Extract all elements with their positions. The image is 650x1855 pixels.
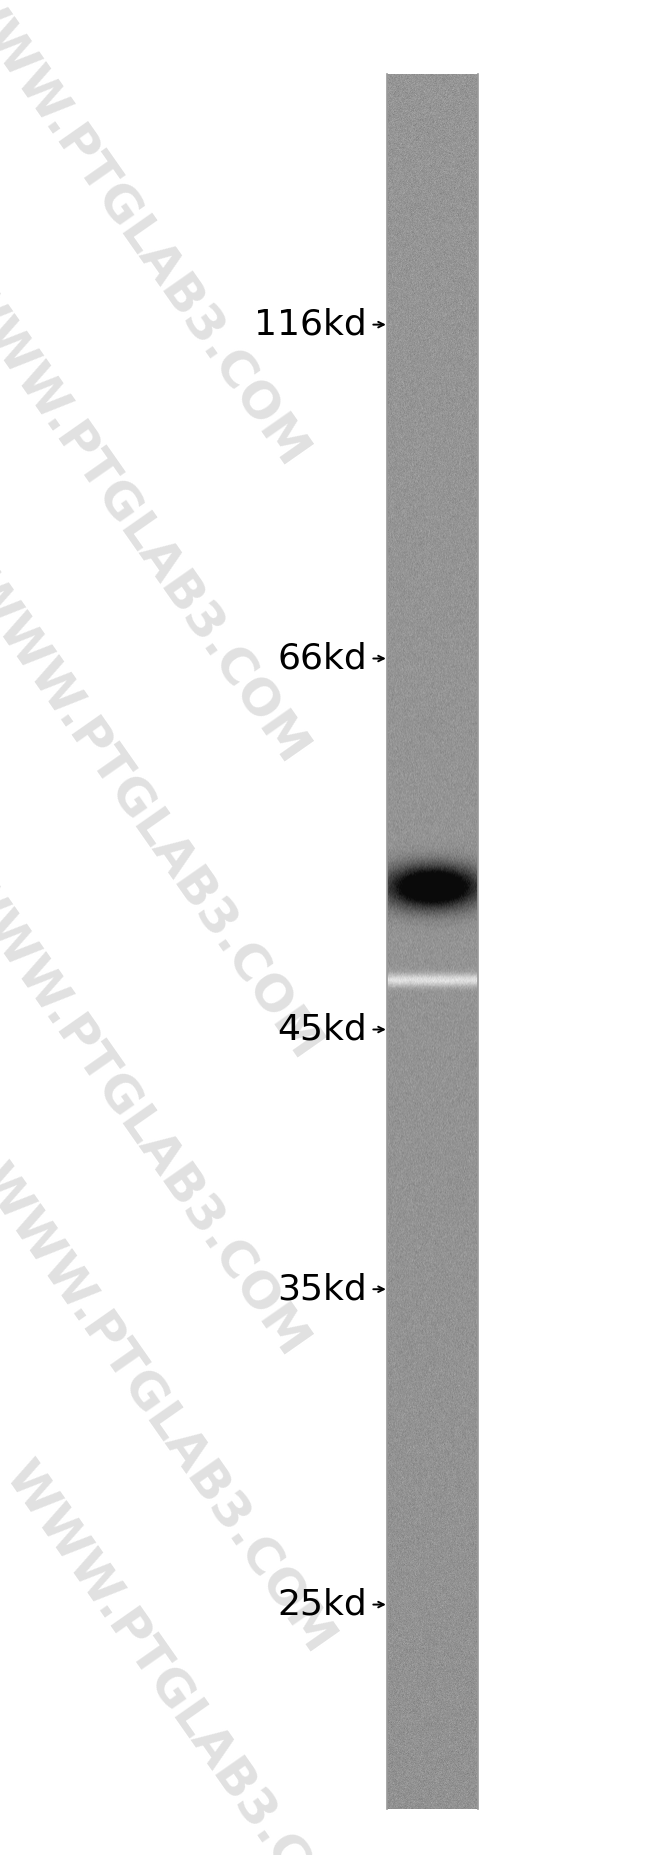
Text: 116kd: 116kd <box>255 308 367 341</box>
Text: WWW.PTGLAB3.COM: WWW.PTGLAB3.COM <box>0 267 317 772</box>
Text: 66kd: 66kd <box>278 642 367 675</box>
Text: WWW.PTGLAB3.COM: WWW.PTGLAB3.COM <box>0 564 330 1068</box>
Text: WWW.PTGLAB3.COM: WWW.PTGLAB3.COM <box>0 0 317 475</box>
Text: 25kd: 25kd <box>278 1588 367 1621</box>
Text: 35kd: 35kd <box>278 1273 367 1306</box>
Text: WWW.PTGLAB3.COM: WWW.PTGLAB3.COM <box>0 1158 343 1662</box>
Text: WWW.PTGLAB3.COM: WWW.PTGLAB3.COM <box>0 1454 369 1855</box>
Text: WWW.PTGLAB3.COM: WWW.PTGLAB3.COM <box>0 861 317 1365</box>
Text: 45kd: 45kd <box>278 1013 367 1046</box>
